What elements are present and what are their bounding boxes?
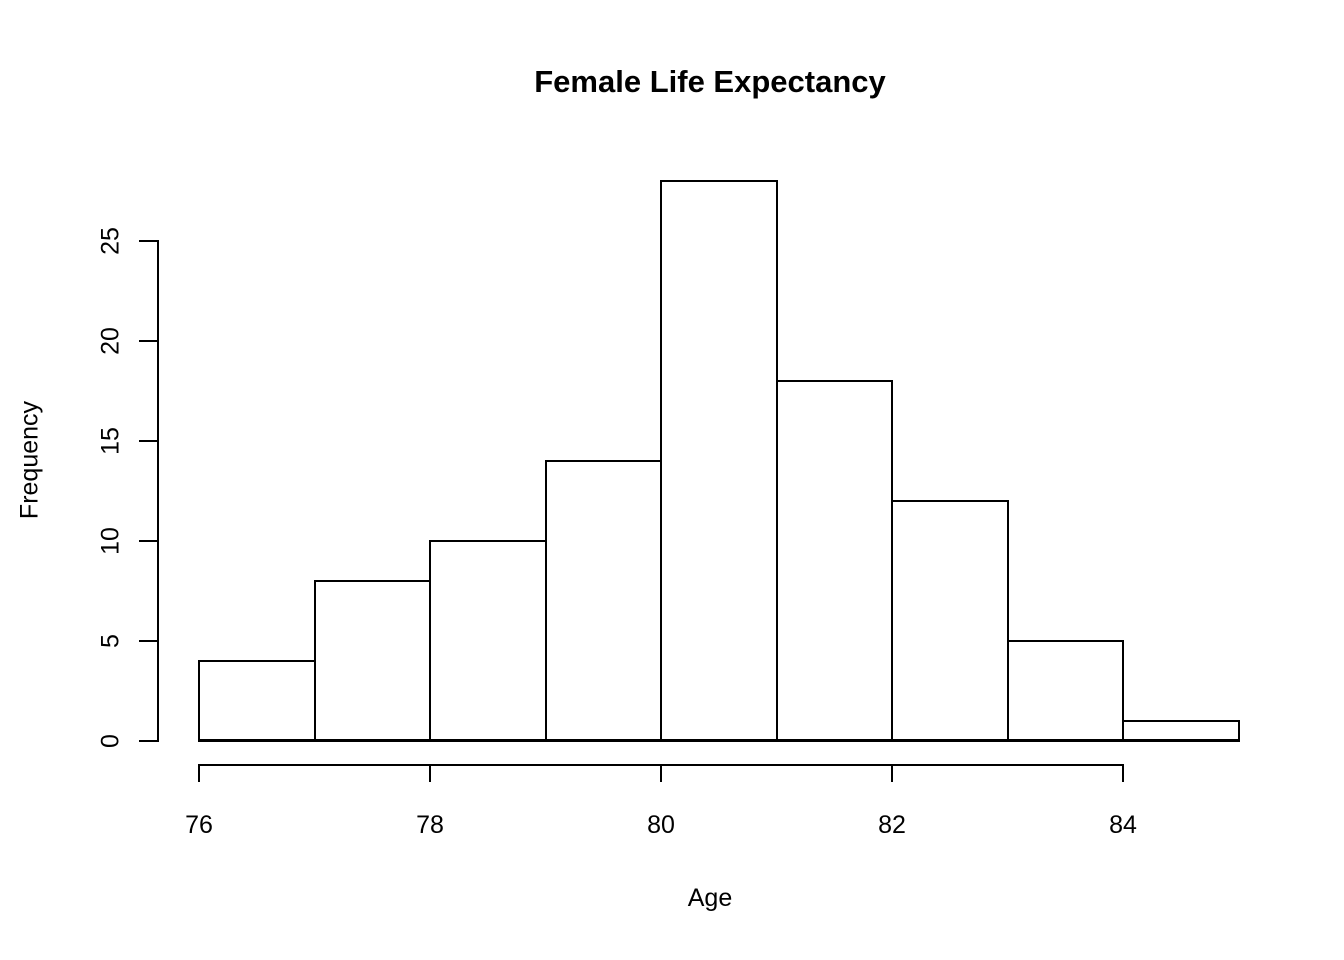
x-axis-title: Age — [687, 884, 733, 912]
chart-title: Female Life Expectancy — [534, 64, 886, 99]
histogram-bar — [544, 460, 662, 740]
histogram-bar — [198, 660, 316, 740]
histogram-bar — [1122, 720, 1240, 740]
y-axis-line — [157, 240, 159, 742]
y-axis-title: Frequency — [15, 400, 44, 520]
y-axis-tick-label: 20 — [96, 327, 125, 355]
histogram-bar — [1006, 640, 1124, 740]
x-axis-tick — [660, 764, 662, 782]
y-axis-tick-label: 5 — [96, 634, 125, 648]
y-axis-tick-label: 10 — [96, 527, 125, 555]
y-axis-tick-label: 15 — [96, 427, 125, 455]
y-axis-tick — [139, 340, 157, 342]
y-axis-tick — [139, 640, 157, 642]
x-axis-tick-label: 78 — [416, 811, 444, 839]
histogram-bar — [429, 540, 547, 740]
x-axis-tick — [198, 764, 200, 782]
x-axis-tick — [1122, 764, 1124, 782]
x-axis-tick — [891, 764, 893, 782]
x-axis-tick-label: 76 — [185, 811, 213, 839]
x-axis-tick — [429, 764, 431, 782]
y-axis-tick — [139, 740, 157, 742]
y-axis-tick-label: 25 — [96, 227, 125, 255]
y-axis-tick — [139, 240, 157, 242]
histogram-bar — [891, 500, 1009, 740]
histogram-bar — [775, 380, 893, 740]
histogram-bar — [660, 180, 778, 740]
y-axis-tick — [139, 540, 157, 542]
bars-baseline — [198, 739, 1240, 742]
x-axis-tick-label: 80 — [647, 811, 675, 839]
y-axis-tick — [139, 440, 157, 442]
x-axis-tick-label: 84 — [1109, 811, 1137, 839]
y-axis-tick-label: 0 — [96, 734, 125, 748]
x-axis-tick-label: 82 — [878, 811, 906, 839]
histogram-bar — [313, 580, 431, 740]
